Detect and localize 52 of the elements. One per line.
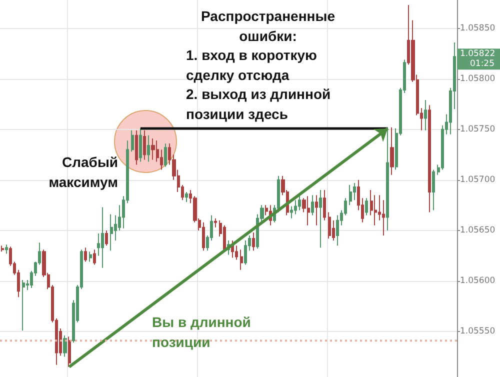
text: 1.05822 bbox=[460, 49, 496, 60]
y-tick-label: 1.05600 bbox=[460, 276, 496, 286]
text: 01:25 bbox=[470, 59, 494, 70]
candlestick bbox=[143, 130, 146, 160]
candlestick bbox=[22, 279, 25, 332]
annotation: Слабый максимум bbox=[48, 154, 118, 190]
candlestick bbox=[298, 194, 301, 211]
candlestick bbox=[386, 130, 389, 231]
candlestick bbox=[319, 190, 322, 248]
candlestick bbox=[139, 128, 142, 162]
annotation: Распространенные ошибки: bbox=[201, 8, 336, 44]
candlestick bbox=[428, 104, 431, 213]
candlestick bbox=[390, 126, 394, 176]
candlestick bbox=[1, 245, 4, 252]
candlestick bbox=[328, 212, 331, 240]
candlestick bbox=[294, 200, 297, 215]
candlestick bbox=[252, 232, 255, 252]
candlestick bbox=[164, 143, 167, 168]
candlestick bbox=[202, 222, 205, 252]
candlestick bbox=[105, 230, 108, 246]
annotation: 1. вход в короткую сделку отсюда bbox=[186, 47, 318, 83]
annotation: Вы в длинной позиции bbox=[152, 314, 251, 350]
candlestick bbox=[323, 190, 326, 221]
candlestick bbox=[311, 194, 314, 216]
candlestick bbox=[151, 138, 155, 160]
candlestick bbox=[424, 100, 427, 131]
candlestick bbox=[135, 130, 138, 166]
candlestick bbox=[353, 182, 356, 201]
candlestick bbox=[349, 184, 352, 206]
candlestick bbox=[84, 247, 87, 262]
candlestick bbox=[101, 206, 104, 268]
candlestick bbox=[365, 198, 368, 216]
candlestick bbox=[147, 134, 150, 162]
y-tick-label: 1.05700 bbox=[460, 174, 496, 185]
y-tick-label: 1.05650 bbox=[460, 225, 496, 236]
y-tick-label: 1.05850 bbox=[460, 23, 496, 34]
candlestick bbox=[89, 251, 92, 262]
annotation: 2. выход из длинной позиции здесь bbox=[186, 86, 331, 122]
candlestick bbox=[315, 194, 318, 226]
y-tick-label: 1.05550 bbox=[460, 326, 496, 337]
candlestick bbox=[214, 218, 217, 228]
candlestick bbox=[131, 130, 134, 152]
candlestick bbox=[5, 244, 8, 254]
candlestick bbox=[110, 214, 113, 252]
candlestick bbox=[185, 192, 188, 203]
candlestick bbox=[93, 249, 96, 266]
candlestick bbox=[240, 249, 243, 270]
candlestick bbox=[63, 335, 67, 358]
candlestick bbox=[68, 336, 71, 368]
y-tick-label: 1.05800 bbox=[460, 74, 496, 84]
y-tick-label: 1.05750 bbox=[460, 124, 496, 134]
candlestick bbox=[432, 169, 435, 211]
